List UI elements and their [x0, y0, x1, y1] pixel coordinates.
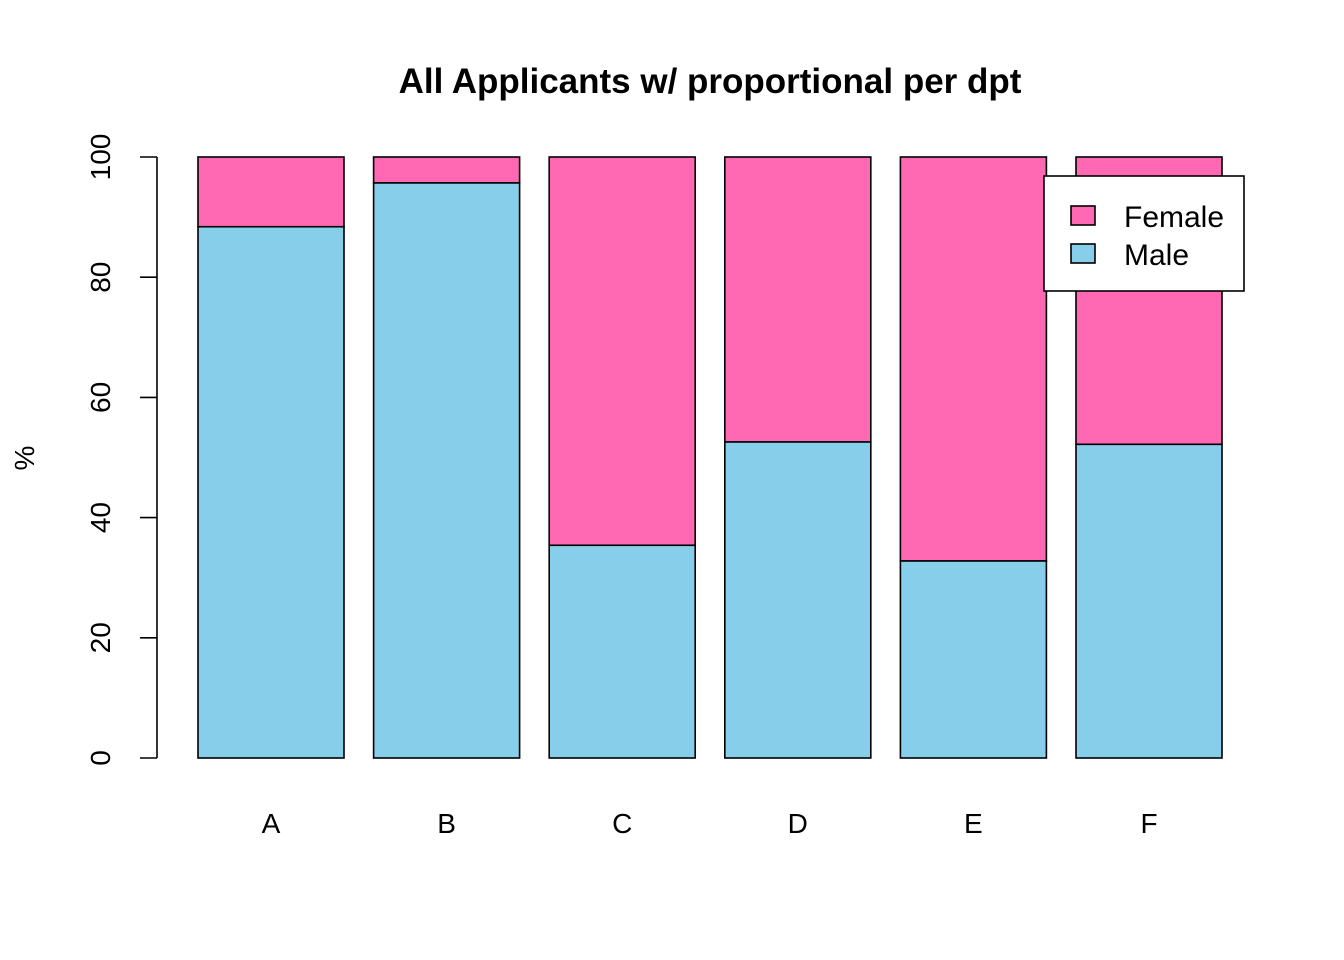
y-axis-label: % [9, 446, 40, 471]
y-tick-label: 0 [85, 750, 116, 766]
bar-d-female [723, 156, 872, 443]
legend-label-male: Male [1124, 239, 1189, 272]
bar-c-female [548, 156, 697, 547]
bar-b-male [372, 182, 521, 759]
y-tick-label: 20 [85, 622, 116, 653]
x-tick-label-e: E [964, 808, 983, 839]
bar-d-male [723, 441, 872, 759]
bars-group [197, 156, 1223, 759]
x-tick-label-f: F [1140, 808, 1157, 839]
bar-a-male [197, 225, 345, 759]
legend-box [1043, 175, 1245, 292]
legend-swatch-female [1070, 205, 1096, 226]
bar-c-male [548, 544, 697, 759]
y-tick-label: 40 [85, 502, 116, 533]
legend-label-female: Female [1124, 201, 1224, 234]
bar-e-male [899, 560, 1048, 759]
y-tick-label: 100 [85, 134, 116, 181]
x-tick-label-c: C [612, 808, 632, 839]
x-axis-labels: A B C D E F [262, 808, 1158, 839]
bar-b-female [372, 156, 521, 184]
y-axis: 0 20 40 60 80 100 [85, 134, 158, 766]
y-tick-label: 80 [85, 262, 116, 293]
x-tick-label-b: B [437, 808, 456, 839]
x-tick-label-a: A [262, 808, 281, 839]
bar-e-female [899, 156, 1048, 562]
legend: Female Male [1043, 175, 1245, 292]
y-tick-label: 60 [85, 382, 116, 413]
bar-a-female [197, 156, 345, 228]
chart-title: All Applicants w/ proportional per dpt [399, 62, 1022, 101]
bar-f-male [1075, 443, 1223, 759]
legend-swatch-male [1070, 243, 1096, 264]
x-tick-label-d: D [788, 808, 808, 839]
